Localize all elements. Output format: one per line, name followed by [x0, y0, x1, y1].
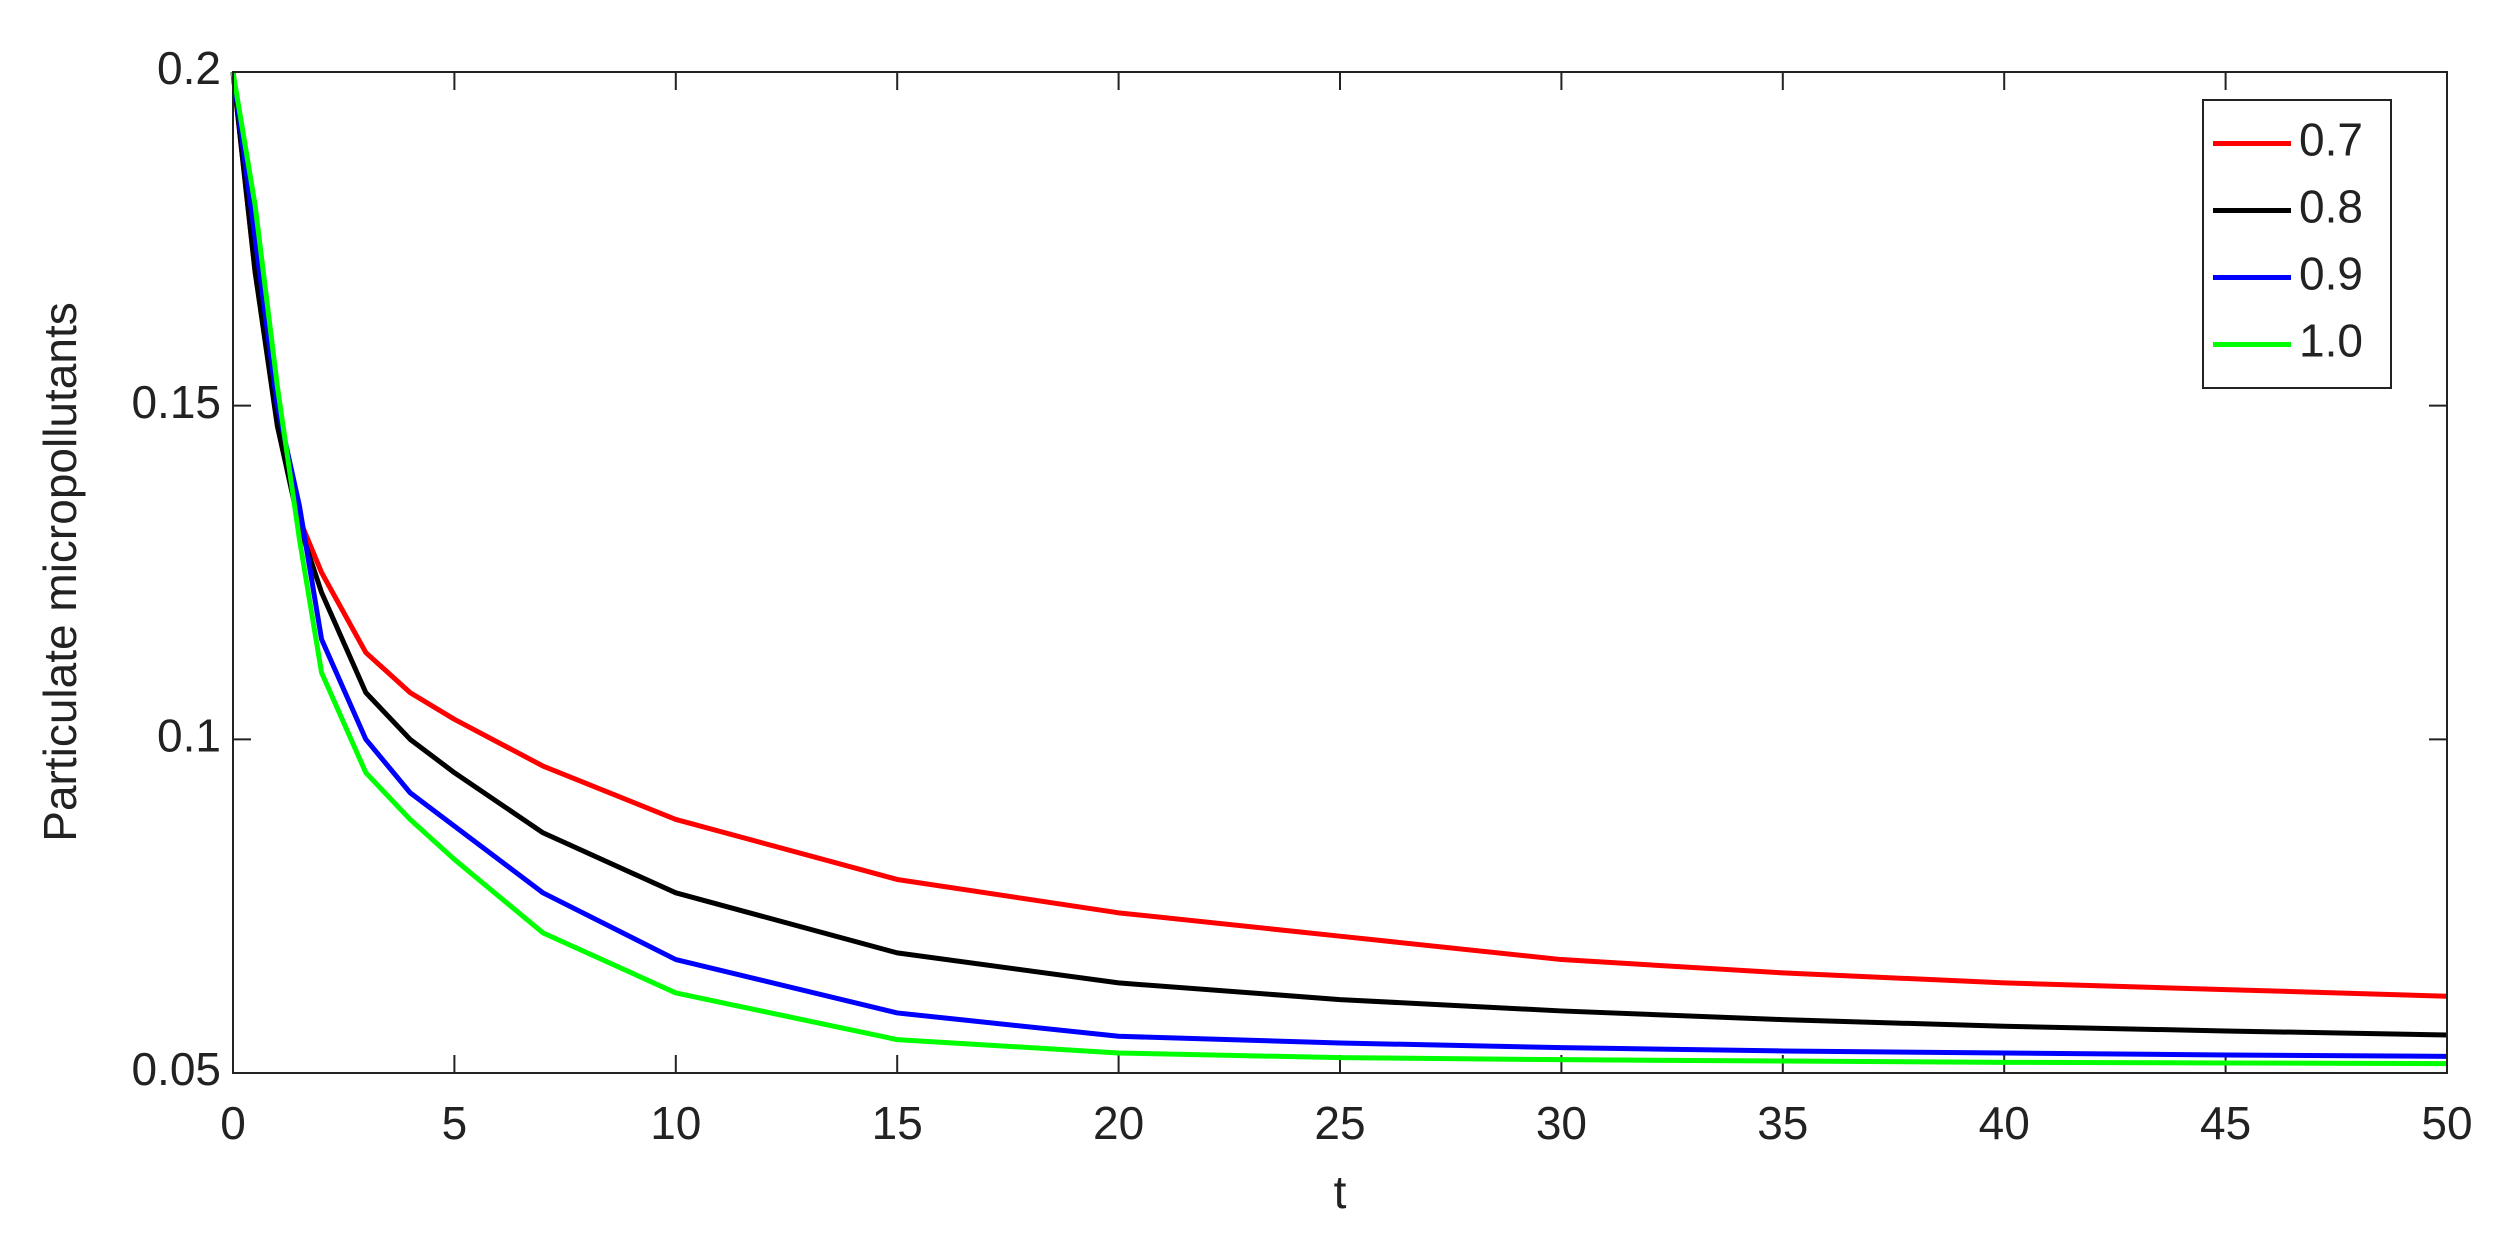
x-tick-label: 35: [1757, 1097, 1808, 1149]
y-tick-label: 0.1: [157, 709, 221, 761]
y-tick-label: 0.2: [157, 42, 221, 94]
x-tick-label: 20: [1093, 1097, 1144, 1149]
legend-label: 0.8: [2299, 181, 2363, 233]
series-line: [230, 71, 2448, 1059]
x-tick-label: 45: [2200, 1097, 2251, 1149]
series-line: [230, 71, 2448, 1067]
y-axis-label: Particulate micropollutants: [34, 302, 86, 841]
legend-label: 1.0: [2299, 315, 2363, 367]
legend-label: 0.9: [2299, 248, 2363, 300]
x-tick-label: 50: [2421, 1097, 2472, 1149]
x-tick-label: 15: [872, 1097, 923, 1149]
x-tick-label: 25: [1314, 1097, 1365, 1149]
legend-box: [2202, 99, 2392, 389]
x-tick-label: 0: [220, 1097, 246, 1149]
x-tick-label: 30: [1536, 1097, 1587, 1149]
x-axis-label: t: [1334, 1166, 1347, 1218]
x-tick-label: 40: [1979, 1097, 2030, 1149]
plot-frame: [232, 71, 2448, 1074]
y-tick-label: 0.15: [131, 376, 221, 428]
legend-label: 0.7: [2299, 114, 2363, 166]
x-tick-label: 5: [442, 1097, 468, 1149]
x-tick-label: 10: [650, 1097, 701, 1149]
y-tick-label: 0.05: [131, 1043, 221, 1095]
